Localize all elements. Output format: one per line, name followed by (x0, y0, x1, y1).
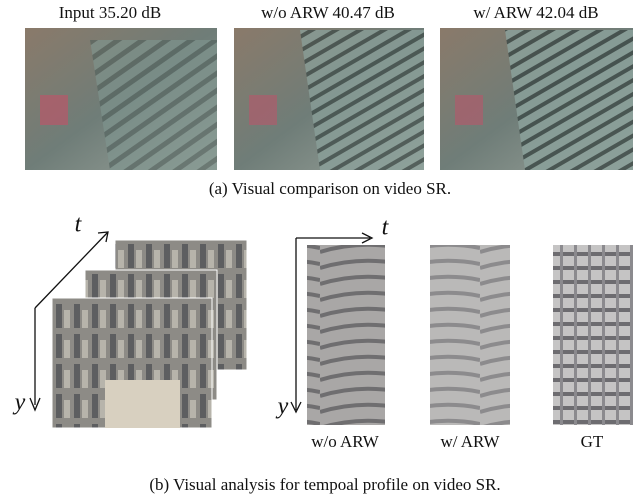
profile-image (553, 245, 633, 425)
profile-label: GT (581, 432, 604, 451)
axis-label: t (75, 212, 83, 238)
axis-label: y (276, 394, 289, 420)
panel-label: Input 35.20 dB (59, 3, 161, 22)
caption: (b) Visual analysis for tempoal profile … (149, 475, 500, 494)
axis-label: y (13, 390, 26, 416)
profile-image (430, 245, 510, 425)
frame-detail (105, 380, 180, 428)
panel-label: w/o ARW 40.47 dB (261, 3, 395, 22)
caption: (a) Visual comparison on video SR. (209, 179, 451, 198)
axis-label: t (382, 215, 390, 241)
profile-label: w/o ARW (311, 432, 379, 451)
image-detail (90, 40, 217, 170)
image-detail (505, 30, 633, 170)
profile-image (307, 245, 385, 425)
profile-label: w/ ARW (440, 432, 500, 451)
image-detail (40, 95, 68, 125)
profiles: w/o ARW w/ ARW GT (307, 245, 633, 451)
figure: Input 35.20 dB w/o ARW 40.47 dB w/ ARW 4… (0, 0, 633, 504)
panel-row: Input 35.20 dB w/o ARW 40.47 dB w/ ARW 4… (25, 3, 633, 170)
image-detail (455, 95, 483, 125)
image-detail (300, 30, 424, 170)
frame-stack (52, 240, 247, 428)
image-detail (249, 95, 277, 125)
panel-label: w/ ARW 42.04 dB (473, 3, 598, 22)
